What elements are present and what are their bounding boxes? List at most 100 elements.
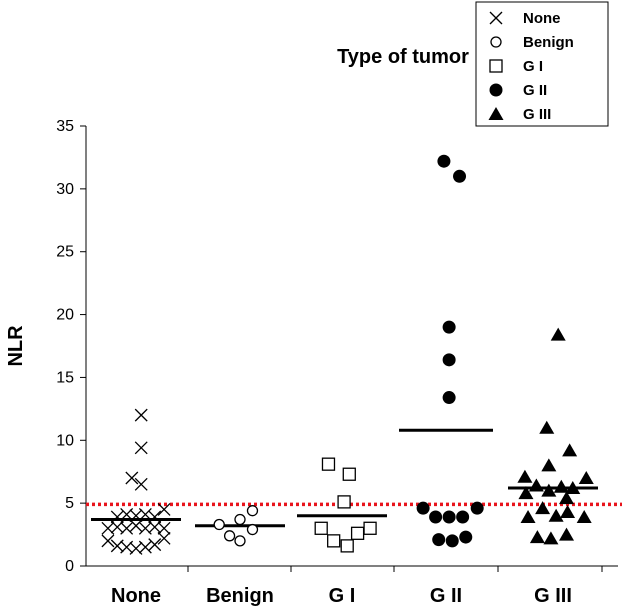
point-benign-5-shape [246, 505, 259, 517]
point-none-18 [148, 538, 162, 552]
point-none-19-stroke-b [157, 531, 171, 545]
point-g-iii-8-shape [553, 479, 569, 493]
point-g-iii-8 [553, 479, 569, 493]
point-g-ii-11 [445, 534, 459, 548]
point-g-i-2-shape [337, 495, 351, 509]
point-g-i-6-shape [350, 526, 365, 540]
point-g-iii-3 [541, 458, 557, 472]
point-g-ii-6-shape [429, 510, 443, 524]
point-g-ii-5-shape [416, 501, 430, 515]
point-g-i-3-shape [314, 521, 328, 535]
legend-label-benign: Benign [523, 34, 574, 51]
y-tick-label-25: 25 [56, 244, 74, 261]
point-none-23-stroke-b [134, 408, 148, 422]
point-g-iii-19-shape [559, 527, 575, 541]
y-tick-label-30: 30 [56, 181, 74, 198]
point-none-19 [157, 531, 171, 545]
legend-marker-none [489, 11, 503, 25]
point-g-iii-10 [578, 471, 594, 484]
point-g-iii-12-shape [520, 509, 536, 523]
legend-marker-none-stroke-b [489, 11, 503, 25]
point-g-iii-14-shape [548, 508, 564, 522]
point-g-iii-11 [559, 491, 575, 505]
legend-label-g-i: G I [523, 58, 543, 75]
point-g-ii-8-shape [456, 510, 470, 524]
point-g-iii-9-shape [565, 481, 581, 495]
point-none-9-stroke-b [129, 519, 143, 533]
point-g-i-0 [321, 457, 336, 471]
point-none-4 [148, 510, 162, 524]
chart-title: Type of tumor [337, 46, 469, 68]
legend-marker-g-i [489, 59, 503, 73]
series-g-ii [416, 154, 484, 548]
point-g-iii-2-shape [562, 443, 578, 457]
point-benign-2 [234, 535, 246, 547]
point-none-23 [134, 408, 148, 422]
point-none-3-stroke-b [138, 507, 152, 521]
point-g-iii-15 [560, 504, 576, 518]
point-g-ii-10-shape [432, 533, 446, 547]
point-none-22-stroke-b [134, 441, 148, 455]
series-g-iii [517, 327, 594, 545]
axes: 0 5 10 15 20 25 30 35 None Benign G I G II G III [56, 118, 618, 607]
point-g-ii-12 [459, 530, 473, 544]
y-tick-label-0: 0 [65, 558, 74, 575]
point-g-iii-4 [517, 469, 533, 483]
point-none-2-stroke-b [129, 509, 143, 523]
point-g-iii-15-shape [560, 504, 576, 518]
point-g-iii-5 [518, 486, 534, 500]
point-g-i-3 [314, 521, 328, 535]
point-g-iii-12 [520, 509, 536, 523]
point-none-18-stroke-b [148, 538, 162, 552]
point-g-iii-14 [548, 508, 564, 522]
data-points [101, 154, 594, 555]
point-g-iii-16-shape [576, 509, 592, 523]
point-benign-1-shape [223, 530, 236, 542]
y-tick-label-20: 20 [56, 307, 74, 324]
point-g-i-6 [350, 526, 365, 540]
point-g-ii-3-shape [442, 353, 456, 367]
point-g-i-5-shape [340, 539, 354, 553]
point-g-ii-7-shape [442, 510, 456, 524]
point-g-ii-3 [442, 353, 456, 367]
point-g-iii-9 [565, 481, 581, 495]
y-tick-label-10: 10 [56, 432, 74, 449]
point-none-12 [157, 521, 171, 535]
point-benign-1 [223, 530, 236, 542]
point-g-i-7-shape [363, 521, 377, 535]
median-lines [91, 428, 598, 528]
legend-marker-benign [490, 36, 502, 48]
point-g-iii-16 [576, 509, 592, 523]
point-g-iii-6 [528, 478, 544, 492]
point-none-21-stroke-b [134, 477, 148, 491]
point-g-iii-7-shape [541, 483, 557, 497]
x-tick-label-benign: Benign [206, 585, 274, 607]
point-g-i-1 [342, 467, 356, 481]
point-none-20 [125, 471, 139, 485]
point-g-iii-13-shape [535, 501, 551, 515]
point-g-ii-2-shape [442, 320, 456, 334]
point-g-ii-9-shape [470, 501, 484, 515]
y-axis-title: NLR [5, 325, 27, 367]
point-g-i-0-shape [321, 457, 336, 471]
point-none-17-stroke-b [138, 540, 152, 554]
point-none-0-stroke-b [110, 510, 124, 524]
point-none-5 [157, 502, 171, 516]
point-g-ii-1 [453, 169, 467, 183]
legend-label-g-ii: G II [523, 82, 547, 99]
point-none-5-stroke-b [157, 502, 171, 516]
legend-marker-g-iii [488, 107, 504, 120]
y-tick-label-15: 15 [56, 369, 74, 386]
point-g-ii-1-shape [453, 169, 467, 183]
point-g-ii-9 [470, 501, 484, 515]
point-g-i-2 [337, 495, 351, 509]
point-g-i-4 [327, 534, 341, 548]
point-benign-2-shape [234, 535, 246, 547]
point-benign-5 [246, 505, 259, 517]
point-none-13-stroke-b [101, 534, 115, 548]
point-none-10-stroke-b [138, 521, 152, 535]
point-g-iii-7 [541, 483, 557, 497]
point-g-ii-11-shape [445, 534, 459, 548]
point-g-i-7 [363, 521, 377, 535]
point-g-iii-3-shape [541, 458, 557, 472]
